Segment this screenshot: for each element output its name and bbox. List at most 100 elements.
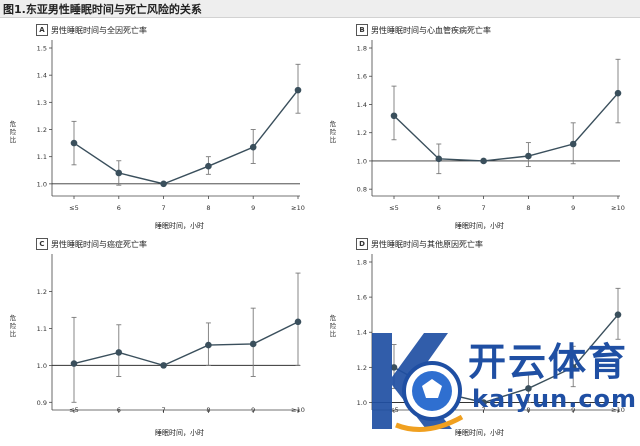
data-point bbox=[525, 152, 532, 160]
y-tick-label: 1.0 bbox=[357, 399, 367, 407]
panel-a-ylabel: 危险比 bbox=[7, 120, 19, 144]
panel-b-plot: 0.8 1.0 1.2 1.4 1.6 1.8 ≤5 6 7 8 9 ≥10 bbox=[357, 40, 625, 212]
x-tick-label: 6 bbox=[437, 204, 441, 212]
y-tick-label: 1.2 bbox=[357, 129, 367, 137]
panel-d-letter: D bbox=[356, 238, 368, 250]
panel-b-letter: B bbox=[356, 24, 368, 36]
data-point bbox=[205, 162, 212, 170]
data-point bbox=[70, 360, 78, 367]
panel-c-xlabel: 睡眠时间，小时 bbox=[155, 429, 204, 437]
x-tick-label: 8 bbox=[206, 406, 210, 414]
x-tick-label: 9 bbox=[571, 406, 575, 414]
panel-c-letter: C bbox=[36, 238, 48, 250]
y-tick-label: 1.4 bbox=[357, 329, 367, 337]
x-tick-label: ≥10 bbox=[291, 406, 305, 414]
watermark-logo-icon bbox=[372, 333, 464, 432]
panel-d-heading: D 男性睡眠时间与其他原因死亡率 bbox=[356, 238, 483, 250]
series-line bbox=[73, 321, 299, 367]
panel-c-heading: C 男性睡眠时间与癌症死亡率 bbox=[36, 238, 147, 250]
x-tick-label: 9 bbox=[251, 406, 255, 414]
x-tick-label: 9 bbox=[571, 204, 575, 212]
y-tick-label: 1.2 bbox=[37, 126, 47, 134]
x-tick-label: 7 bbox=[162, 406, 166, 414]
x-tick-label: ≥10 bbox=[611, 204, 625, 212]
y-tick-label: 1.0 bbox=[37, 180, 47, 188]
x-tick-label: ≤5 bbox=[69, 204, 79, 212]
panel-a-xlabel: 睡眠时间，小时 bbox=[155, 222, 204, 230]
panel-a: A 男性睡眠时间与全因死亡率 危险比 1.0 1.1 1.2 1.3 1.4 1.5 ≤5 6… bbox=[0, 18, 320, 232]
data-point bbox=[115, 169, 123, 177]
x-tick-label: 8 bbox=[206, 204, 210, 212]
data-point bbox=[569, 140, 577, 148]
panel-c-ylabel-text: 危险比 bbox=[9, 314, 17, 338]
data-point bbox=[614, 311, 622, 318]
y-tick-label: 1.4 bbox=[357, 101, 367, 109]
x-tick-label: 8 bbox=[526, 406, 530, 414]
series-line bbox=[393, 92, 619, 162]
y-tick-label: 1.5 bbox=[37, 45, 47, 53]
data-point bbox=[569, 364, 577, 371]
x-tick-label: 6 bbox=[117, 406, 121, 414]
y-tick-label: 1.1 bbox=[37, 153, 47, 161]
data-point bbox=[435, 155, 443, 163]
panel-b-ylabel-text: 危险比 bbox=[329, 120, 337, 144]
series-line bbox=[73, 89, 299, 185]
y-tick-label: 1.8 bbox=[357, 45, 367, 53]
data-point bbox=[390, 112, 398, 120]
figure-title: 图1.东亚男性睡眠时间与死亡风险的关系 bbox=[3, 3, 202, 16]
x-tick-label: ≤5 bbox=[69, 406, 79, 414]
data-point bbox=[480, 157, 487, 165]
data-point bbox=[160, 362, 167, 369]
y-tick-label: 1.6 bbox=[357, 294, 367, 302]
watermark: 开云体育 kaiyun.com bbox=[366, 325, 636, 437]
y-tick-label: 1.6 bbox=[357, 73, 367, 81]
panel-d-xlabel: 睡眠时间，小时 bbox=[455, 429, 504, 437]
panel-b-xlabel: 睡眠时间，小时 bbox=[455, 222, 504, 230]
data-point bbox=[480, 399, 487, 406]
x-tick-label: 7 bbox=[482, 204, 486, 212]
y-tick-label: 1.4 bbox=[37, 72, 47, 80]
panel-b-ylabel: 危险比 bbox=[327, 120, 339, 144]
data-point bbox=[525, 385, 532, 392]
y-tick-label: 1.0 bbox=[357, 157, 367, 165]
data-point bbox=[160, 180, 167, 188]
x-tick-label: 7 bbox=[482, 406, 486, 414]
panel-a-letter: A bbox=[36, 24, 48, 36]
watermark-domain: kaiyun.com bbox=[472, 385, 638, 413]
panel-b: B 男性睡眠时间与心血管疾病死亡率 危险比 0.8 1.0 1.2 1.4 1.6 1.8… bbox=[320, 18, 640, 232]
y-tick-label: 1.3 bbox=[37, 99, 47, 107]
watermark-brand: 开云体育 bbox=[468, 340, 629, 384]
y-tick-label: 1.0 bbox=[37, 362, 47, 370]
data-point bbox=[294, 318, 302, 326]
panel-c: C 男性睡眠时间与癌症死亡率 危险比 0.9 1.0 1.1 1.2 ≤5 6 7 8 9 ≥10… bbox=[0, 232, 320, 446]
panel-d-ylabel: 危险比 bbox=[327, 314, 339, 338]
data-point bbox=[70, 139, 78, 147]
y-tick-label: 1.1 bbox=[37, 325, 47, 333]
x-tick-label: 8 bbox=[526, 204, 530, 212]
panel-b-heading: B 男性睡眠时间与心血管疾病死亡率 bbox=[356, 24, 491, 36]
data-point bbox=[294, 86, 302, 94]
y-tick-label: 1.2 bbox=[37, 288, 47, 296]
figure-header: 图1.东亚男性睡眠时间与死亡风险的关系 bbox=[0, 0, 640, 18]
data-point bbox=[115, 349, 123, 356]
y-tick-label: 1.2 bbox=[357, 364, 367, 372]
panel-a-title: 男性睡眠时间与全因死亡率 bbox=[51, 25, 147, 35]
data-point bbox=[205, 341, 212, 349]
panel-a-plot: 1.0 1.1 1.2 1.3 1.4 1.5 ≤5 6 7 8 9 ≥10 bbox=[37, 40, 305, 212]
data-point bbox=[390, 364, 398, 371]
data-point bbox=[249, 143, 257, 151]
panel-c-title: 男性睡眠时间与癌症死亡率 bbox=[51, 239, 147, 249]
x-tick-label: ≤5 bbox=[389, 406, 399, 414]
y-tick-label: 0.8 bbox=[357, 186, 367, 194]
x-tick-label: ≥10 bbox=[611, 406, 625, 414]
panel-c-plot: 0.9 1.0 1.1 1.2 ≤5 6 7 8 9 ≥10 bbox=[37, 254, 305, 414]
panel-a-heading: A 男性睡眠时间与全因死亡率 bbox=[36, 24, 147, 36]
panel-d-ylabel-text: 危险比 bbox=[329, 314, 337, 338]
data-point bbox=[249, 340, 257, 348]
panel-d-title: 男性睡眠时间与其他原因死亡率 bbox=[371, 239, 483, 249]
panel-c-ylabel: 危险比 bbox=[7, 314, 19, 338]
panel-a-ylabel-text: 危险比 bbox=[9, 120, 17, 144]
x-tick-label: 7 bbox=[162, 204, 166, 212]
y-tick-label: 0.9 bbox=[37, 399, 47, 407]
x-tick-label: 9 bbox=[251, 204, 255, 212]
